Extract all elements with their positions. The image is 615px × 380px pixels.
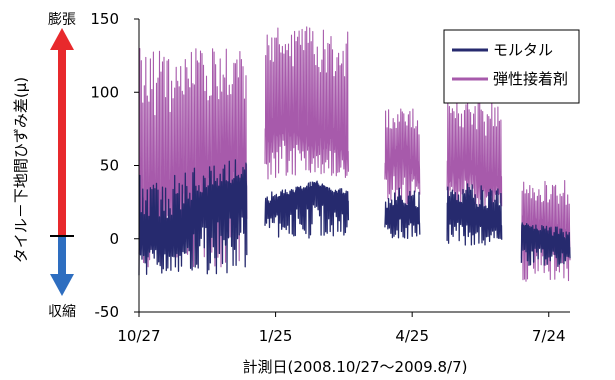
series-elastic-adhesive-segment-3 bbox=[384, 108, 421, 210]
up-arrow-shaft bbox=[58, 50, 66, 236]
series-elastic-adhesive-segment-2 bbox=[264, 26, 349, 180]
up-arrow-head-icon bbox=[50, 28, 74, 50]
indicator-bottom-label: 収縮 bbox=[48, 304, 76, 320]
legend-box bbox=[443, 29, 580, 104]
down-arrow-shaft bbox=[58, 237, 66, 275]
x-axis-title: 計測日(2008.10/27～2009.8/7) bbox=[243, 358, 468, 376]
y-tick-label: 100 bbox=[90, 83, 119, 101]
ticks-layer: -50 0 50 100 150 10/27 1/25 4/25 7/24 bbox=[90, 10, 565, 345]
series-layer bbox=[138, 26, 571, 282]
down-arrow-head-icon bbox=[50, 274, 74, 296]
series-mortar-segment-1 bbox=[138, 159, 248, 276]
y-tick-label: -50 bbox=[95, 303, 120, 321]
x-tick-label: 4/25 bbox=[395, 327, 429, 345]
series-mortar-segment-2 bbox=[264, 180, 350, 239]
y-tick-label: 0 bbox=[109, 230, 119, 248]
series-mortar-segment-5 bbox=[520, 222, 571, 268]
direction-indicator: 膨張 収縮 bbox=[48, 11, 76, 320]
x-tick-label: 7/24 bbox=[532, 327, 566, 345]
legend: モルタル 弾性接着剤 bbox=[443, 29, 580, 104]
legend-label-mortar: モルタル bbox=[493, 41, 553, 59]
x-tick-label: 10/27 bbox=[117, 327, 160, 345]
y-tick-label: 50 bbox=[100, 157, 119, 175]
y-tick-label: 150 bbox=[90, 10, 119, 28]
legend-label-elastic-adhesive: 弾性接着剤 bbox=[493, 70, 568, 88]
series-mortar-segment-4 bbox=[446, 183, 503, 246]
indicator-top-label: 膨張 bbox=[48, 11, 76, 28]
y-axis-title: タイル－下地間ひずみ差(μ) bbox=[12, 77, 30, 263]
x-tick-label: 1/25 bbox=[259, 327, 293, 345]
series-mortar-segment-3 bbox=[384, 187, 421, 240]
